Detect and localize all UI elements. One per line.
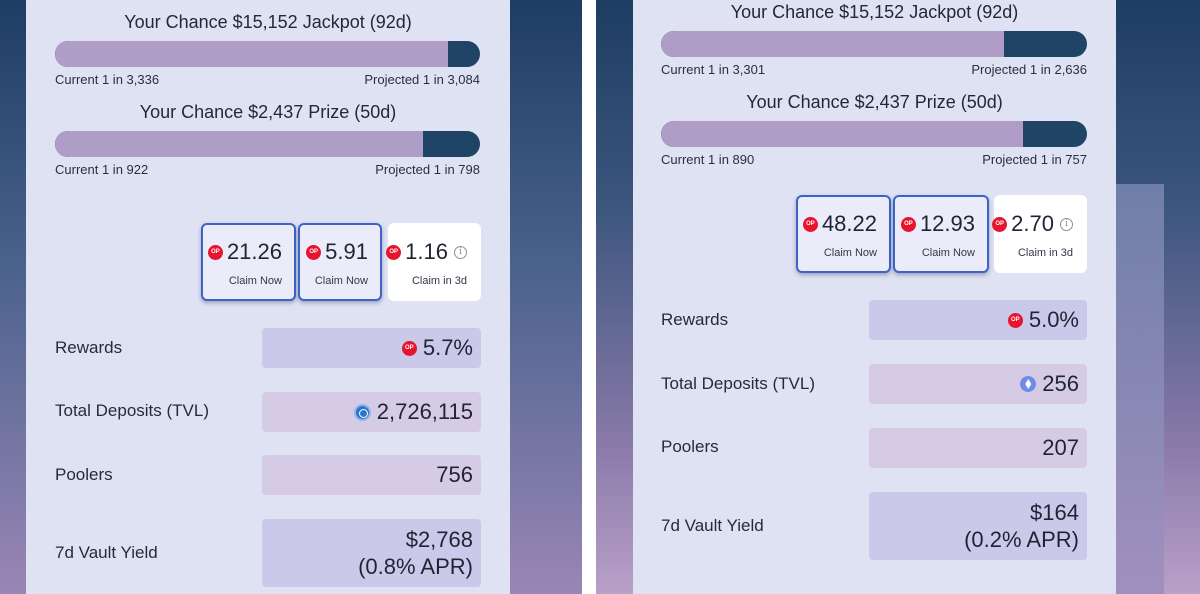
jackpot-chance-title: Your Chance $15,152 Jackpot (92d)	[730, 2, 1019, 22]
jackpot-progress-fill	[55, 41, 449, 67]
claim-card-now-2[interactable]: OP 12.93 Claim Now	[893, 195, 989, 273]
op-token-icon: OP	[401, 340, 417, 356]
rewards-value-box: OP 5.7%	[262, 328, 481, 368]
claim-in-label: Claim in 3d	[1017, 247, 1073, 259]
info-icon[interactable]: i	[1060, 217, 1073, 231]
jackpot-projected-odds: Projected 1 in 2,636	[971, 62, 1087, 77]
vault-card-right: Your Chance $15,152 Jackpot (92d) Curren…	[633, 0, 1116, 594]
vault-yield-label: 7d Vault Yield	[661, 516, 764, 535]
jackpot-progress-bar	[661, 31, 1087, 57]
poolers-value-box: 207	[869, 428, 1087, 468]
vault-yield-apr: (0.2% APR)	[964, 527, 1079, 552]
jackpot-progress-fill	[661, 31, 1004, 57]
claim-amount: OP 21.26	[207, 239, 282, 265]
op-token-icon: OP	[306, 244, 322, 260]
panel-divider	[582, 0, 596, 594]
claim-now-label: Claim Now	[823, 247, 877, 259]
claim-amount: OP 1.16 i	[386, 239, 467, 265]
op-token-icon: OP	[207, 244, 223, 260]
rewards-value-box: OP 5.0%	[869, 300, 1087, 340]
claim-card-now-1[interactable]: OP 48.22 Claim Now	[796, 195, 891, 273]
poolers-label: Poolers	[661, 437, 719, 456]
rewards-label: Rewards	[661, 310, 729, 329]
prize-progress-bar	[55, 131, 480, 157]
claim-card-pending: OP 1.16 i Claim in 3d	[386, 223, 481, 301]
claim-amount: OP 48.22	[802, 211, 877, 237]
jackpot-projected-odds: Projected 1 in 3,084	[364, 72, 480, 87]
prize-progress-fill	[55, 131, 423, 157]
prize-projected-odds: Projected 1 in 798	[375, 162, 480, 177]
prize-chance-title: Your Chance $2,437 Prize (50d)	[746, 92, 1003, 112]
op-token-icon: OP	[900, 216, 916, 232]
vault-yield-value-box: $2,768 (0.8% APR)	[262, 519, 481, 587]
tvl-value-box: 2,726,115	[262, 392, 481, 432]
prize-projected-odds: Projected 1 in 757	[982, 152, 1087, 167]
vault-card-left: Your Chance $15,152 Jackpot (92d) Curren…	[26, 0, 510, 594]
jackpot-chance-title: Your Chance $15,152 Jackpot (92d)	[124, 12, 412, 32]
prize-progress-fill	[661, 121, 1024, 147]
jackpot-current-odds: Current 1 in 3,336	[55, 72, 160, 87]
tvl-value: 2,726,115	[376, 399, 473, 424]
tvl-label: Total Deposits (TVL)	[55, 401, 209, 420]
vault-yield-value: $164	[1030, 500, 1079, 525]
jackpot-current-odds: Current 1 in 3,301	[661, 62, 766, 77]
claim-amount: OP 12.93	[900, 211, 975, 237]
prize-chance-title: Your Chance $2,437 Prize (50d)	[139, 102, 397, 122]
op-token-icon: OP	[1007, 312, 1023, 328]
rewards-label: Rewards	[55, 338, 123, 357]
claim-in-label: Claim in 3d	[411, 275, 467, 287]
claim-amount: OP 5.91	[306, 239, 368, 265]
right-edge-strip	[1116, 184, 1164, 594]
eth-icon	[1020, 376, 1037, 392]
op-token-icon: OP	[992, 216, 1008, 232]
claim-card-now-2[interactable]: OP 5.91 Claim Now	[298, 223, 382, 301]
poolers-label: Poolers	[55, 465, 113, 484]
vault-yield-value: $2,768	[405, 527, 473, 552]
op-token-icon: OP	[802, 216, 818, 232]
prize-progress-bar	[661, 121, 1087, 147]
vault-yield-value-box: $164 (0.2% APR)	[869, 492, 1087, 560]
poolers-value-box: 756	[262, 455, 481, 495]
claim-card-pending: OP 2.70 i Claim in 3d	[992, 195, 1087, 273]
claim-now-label: Claim Now	[228, 275, 282, 287]
poolers-value: 207	[1042, 435, 1079, 460]
rewards-value: 5.7%	[422, 335, 473, 360]
rewards-value: 5.0%	[1028, 307, 1079, 332]
claim-now-label: Claim Now	[921, 247, 975, 259]
tvl-label: Total Deposits (TVL)	[661, 374, 815, 393]
tvl-value-box: 256	[869, 364, 1087, 404]
tvl-value: 256	[1042, 371, 1079, 396]
info-icon[interactable]: i	[454, 245, 467, 259]
claim-amount: OP 2.70 i	[992, 211, 1073, 237]
vault-yield-apr: (0.8% APR)	[358, 554, 473, 579]
poolers-value: 756	[436, 462, 473, 487]
usdc-icon	[353, 403, 371, 421]
claim-now-label: Claim Now	[314, 275, 368, 287]
claim-card-now-1[interactable]: OP 21.26 Claim Now	[201, 223, 296, 301]
prize-current-odds: Current 1 in 890	[661, 152, 755, 167]
jackpot-progress-bar	[55, 41, 480, 67]
vault-yield-label: 7d Vault Yield	[55, 543, 158, 562]
op-token-icon: OP	[386, 244, 402, 260]
prize-current-odds: Current 1 in 922	[55, 162, 149, 177]
